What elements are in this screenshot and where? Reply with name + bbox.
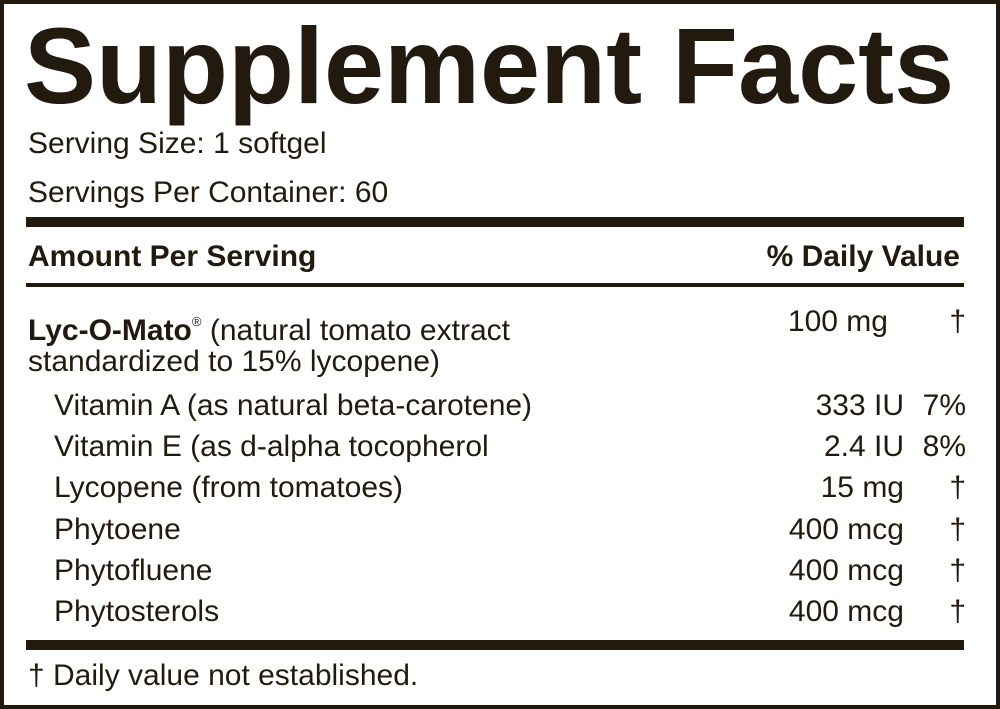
thick-rule: [26, 217, 964, 227]
daily-value: †: [949, 305, 966, 338]
column-header: % Daily Value: [766, 240, 960, 273]
amount: 400 mcg: [788, 595, 904, 628]
thick-rule: [26, 640, 964, 650]
registered-mark: ®: [191, 314, 202, 329]
ingredient-name: Lycopene (from tomatoes): [54, 471, 404, 505]
ingredient-name: Vitamin A (as natural beta-carotene): [54, 389, 533, 422]
column-header: Amount Per Serving: [28, 240, 317, 273]
daily-value: 7%: [922, 389, 966, 422]
brand-name: Lyc-O-Mato: [28, 314, 192, 347]
daily-value: †: [949, 553, 966, 587]
thin-rule: [26, 283, 964, 287]
amount: 15 mg: [820, 471, 904, 505]
servings-per-container: Servings Per Container: 60: [28, 176, 389, 209]
amount: 400 mcg: [788, 553, 904, 587]
daily-value: †: [949, 471, 966, 505]
ingredient-name: Vitamin E (as d-alpha tocopherol: [54, 430, 489, 464]
amount: 100 mg: [787, 305, 888, 338]
ingredient-desc: (natural tomato extract: [209, 314, 510, 347]
ingredient-name: Phytofluene: [54, 553, 213, 587]
ingredient-name: Phytoene: [54, 512, 181, 546]
amount: 2.4 IU: [823, 430, 904, 464]
ingredient-desc: standardized to 15% lycopene): [28, 345, 440, 378]
daily-value: †: [949, 595, 966, 628]
daily-value: †: [949, 512, 966, 546]
ingredient-name: Phytosterols: [54, 595, 220, 628]
title: Supplement Facts: [24, 5, 955, 126]
amount: 400 mcg: [788, 512, 904, 546]
serving-size: Serving Size: 1 softgel: [28, 127, 327, 160]
ingredient-name: Lyc-O-Mato® (natural tomato extract: [28, 304, 510, 349]
daily-value: 8%: [922, 430, 966, 464]
amount: 333 IU: [815, 389, 904, 422]
footnote: † Daily value not established.: [28, 659, 419, 692]
